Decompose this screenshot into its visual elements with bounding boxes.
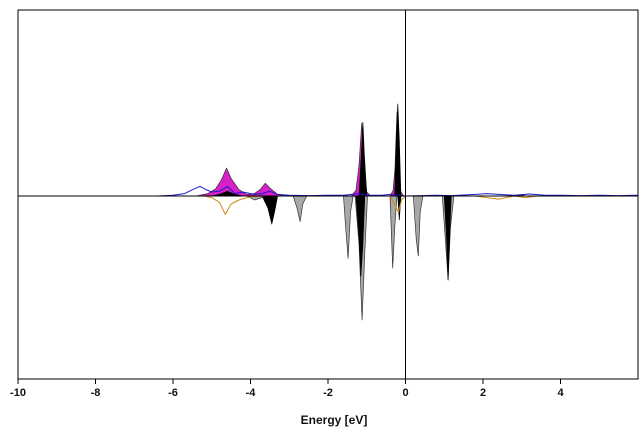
spin-down-orange-line bbox=[203, 195, 538, 215]
series-layer bbox=[157, 103, 639, 321]
spin-down-black-area bbox=[261, 195, 452, 281]
x-axis-ticks: -10 -8 -6 -4 -2 0 2 4 bbox=[10, 379, 564, 399]
plot-frame bbox=[17, 9, 639, 380]
x-axis-label: Energy [eV] bbox=[301, 413, 368, 427]
spin-down-gray-area bbox=[246, 195, 455, 321]
x-tick-label: -6 bbox=[168, 387, 178, 399]
x-tick-label: -8 bbox=[91, 387, 101, 399]
x-tick-label: -4 bbox=[246, 387, 257, 399]
spin-up-black-area bbox=[211, 103, 402, 197]
x-tick-label: 4 bbox=[557, 387, 564, 399]
x-tick-label: -10 bbox=[10, 387, 26, 399]
spin-up-blue-line bbox=[157, 185, 639, 197]
x-tick-label: 0 bbox=[402, 387, 408, 399]
x-tick-label: -2 bbox=[323, 387, 333, 399]
x-tick-label: 2 bbox=[480, 387, 486, 399]
